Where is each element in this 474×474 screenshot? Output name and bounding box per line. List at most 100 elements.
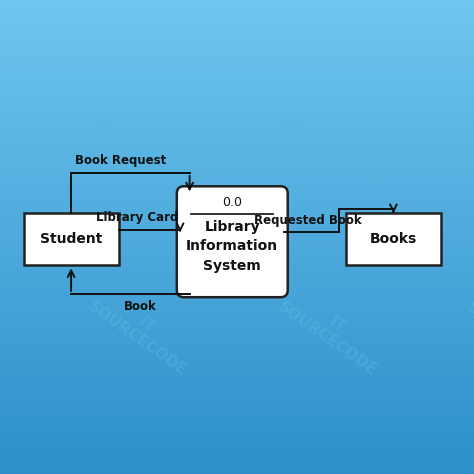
- Bar: [0, 218, 474, 220]
- Bar: [0, 325, 474, 327]
- Bar: [0, 256, 474, 258]
- Bar: [0, 180, 474, 182]
- Bar: [0, 209, 474, 211]
- Bar: [0, 161, 474, 164]
- Bar: [0, 294, 474, 296]
- Bar: [0, 263, 474, 265]
- Bar: [0, 111, 474, 114]
- Bar: [0, 441, 474, 443]
- Bar: [346, 213, 441, 265]
- Bar: [0, 313, 474, 315]
- Bar: [0, 83, 474, 85]
- Bar: [0, 242, 474, 244]
- Bar: [0, 237, 474, 239]
- Bar: [0, 147, 474, 149]
- Bar: [0, 393, 474, 396]
- Bar: [0, 24, 474, 26]
- Bar: [0, 204, 474, 206]
- Bar: [0, 109, 474, 111]
- Bar: [0, 472, 474, 474]
- Text: 0.0: 0.0: [222, 196, 242, 210]
- Text: IT
SOURCECODE: IT SOURCECODE: [275, 95, 389, 189]
- Bar: [0, 322, 474, 325]
- Bar: [0, 126, 474, 128]
- Bar: [0, 17, 474, 19]
- Bar: [0, 363, 474, 365]
- Bar: [0, 130, 474, 133]
- Bar: [0, 154, 474, 156]
- Bar: [0, 389, 474, 391]
- Bar: [0, 173, 474, 175]
- Bar: [0, 102, 474, 104]
- Bar: [0, 410, 474, 412]
- Bar: [0, 289, 474, 292]
- Bar: [0, 382, 474, 384]
- Bar: [0, 320, 474, 322]
- Bar: [0, 28, 474, 31]
- Bar: [0, 36, 474, 38]
- Bar: [0, 443, 474, 446]
- Bar: [0, 268, 474, 270]
- Bar: [0, 152, 474, 154]
- Bar: [0, 194, 474, 197]
- Bar: [0, 71, 474, 73]
- Bar: [0, 469, 474, 472]
- Bar: [0, 64, 474, 66]
- Bar: [0, 275, 474, 277]
- Bar: [0, 232, 474, 235]
- Bar: [0, 329, 474, 332]
- Bar: [0, 258, 474, 261]
- Bar: [0, 431, 474, 434]
- Bar: [0, 292, 474, 294]
- Bar: [0, 415, 474, 417]
- Bar: [0, 270, 474, 273]
- Bar: [24, 213, 119, 265]
- Bar: [0, 69, 474, 71]
- Bar: [0, 14, 474, 17]
- Bar: [0, 114, 474, 116]
- Text: IT
SOURCECODE: IT SOURCECODE: [0, 285, 9, 379]
- Bar: [0, 403, 474, 405]
- Bar: [0, 303, 474, 306]
- Bar: [0, 282, 474, 284]
- Text: Book: Book: [123, 300, 156, 312]
- Bar: [0, 19, 474, 21]
- Bar: [0, 308, 474, 310]
- Bar: [0, 2, 474, 5]
- Bar: [0, 213, 474, 216]
- Bar: [0, 346, 474, 348]
- Bar: [0, 228, 474, 230]
- Bar: [0, 185, 474, 187]
- Bar: [0, 206, 474, 209]
- Bar: [0, 211, 474, 213]
- Bar: [0, 5, 474, 7]
- Bar: [0, 156, 474, 159]
- Bar: [0, 365, 474, 367]
- Bar: [0, 45, 474, 47]
- Bar: [0, 182, 474, 185]
- Text: IT
SOURCECODE: IT SOURCECODE: [465, 285, 474, 379]
- Bar: [0, 370, 474, 372]
- Bar: [0, 460, 474, 462]
- Bar: [0, 159, 474, 161]
- Bar: [0, 199, 474, 201]
- Bar: [0, 123, 474, 126]
- Bar: [0, 337, 474, 339]
- Bar: [0, 249, 474, 251]
- Bar: [0, 201, 474, 204]
- Bar: [0, 315, 474, 318]
- Text: IT
SOURCECODE: IT SOURCECODE: [0, 95, 9, 189]
- Bar: [0, 178, 474, 180]
- Bar: [0, 223, 474, 225]
- Bar: [0, 360, 474, 363]
- Bar: [0, 57, 474, 59]
- Bar: [0, 261, 474, 263]
- Bar: [0, 97, 474, 100]
- Bar: [0, 384, 474, 386]
- Bar: [0, 301, 474, 303]
- Bar: [0, 401, 474, 403]
- FancyBboxPatch shape: [177, 186, 288, 297]
- Bar: [0, 164, 474, 166]
- Bar: [0, 192, 474, 194]
- Bar: [0, 405, 474, 408]
